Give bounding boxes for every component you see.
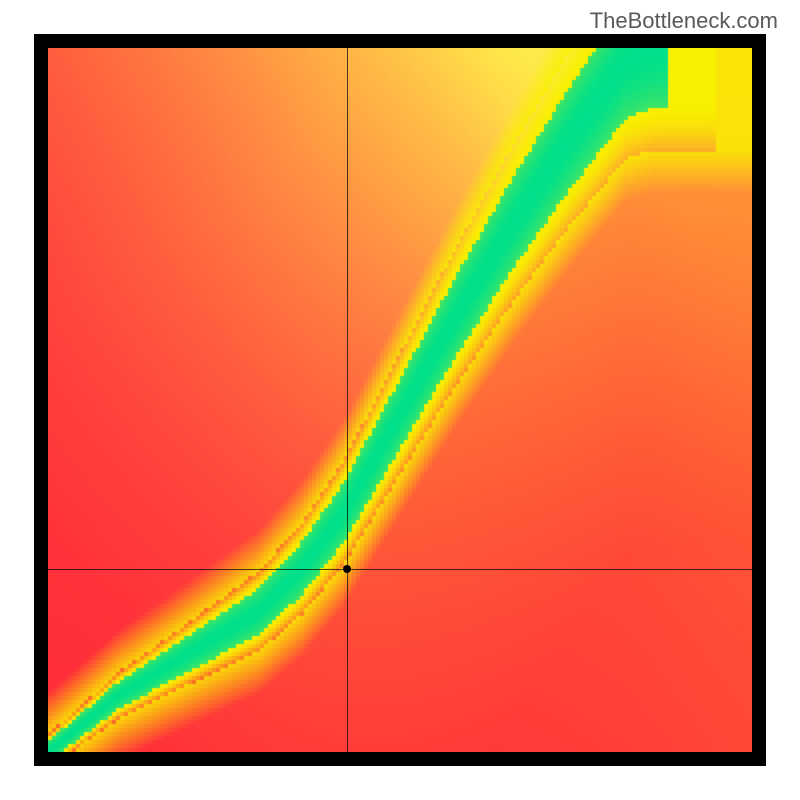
crosshair-horizontal-line bbox=[48, 569, 752, 570]
chart-outer-frame bbox=[34, 34, 766, 766]
heatmap-canvas bbox=[48, 48, 752, 752]
watermark-text: TheBottleneck.com bbox=[590, 8, 778, 34]
crosshair-vertical-line bbox=[347, 48, 348, 752]
crosshair-marker-dot bbox=[343, 565, 351, 573]
heatmap-plot-area bbox=[48, 48, 752, 752]
chart-container: TheBottleneck.com bbox=[0, 0, 800, 800]
